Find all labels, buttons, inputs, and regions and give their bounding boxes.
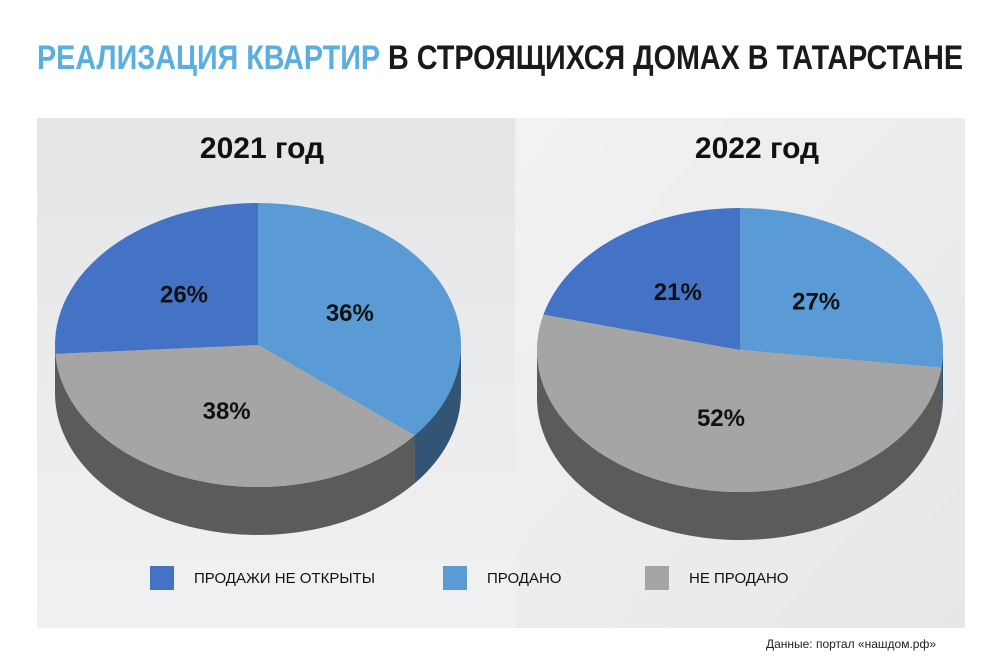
value-label: 21% — [654, 279, 702, 306]
pie-title: 2022 год — [695, 132, 819, 165]
pie-side — [537, 350, 942, 541]
legend-swatch — [645, 566, 669, 590]
pie-side — [55, 353, 415, 536]
legend-swatch — [150, 566, 174, 590]
value-label: 27% — [792, 288, 840, 315]
pie-slice — [543, 208, 740, 350]
legend-swatch — [443, 566, 467, 590]
legend-label: ПРОДАНО — [487, 570, 561, 587]
title-rest: В СТРОЯЩИХСЯ ДОМАХ В ТАТАРСТАНЕ — [388, 39, 963, 77]
value-label: 26% — [160, 282, 208, 309]
value-label: 36% — [326, 300, 374, 327]
page-title: РЕАЛИЗАЦИЯ КВАРТИР В СТРОЯЩИХСЯ ДОМАХ В … — [37, 39, 963, 77]
pie-slice — [55, 203, 258, 354]
pie-title: 2021 год — [200, 132, 324, 165]
pie-slice — [740, 208, 944, 368]
pie-side — [941, 350, 943, 416]
pie-side — [414, 345, 461, 484]
legend-label: НЕ ПРОДАНО — [689, 570, 788, 587]
pie-slice — [258, 203, 461, 436]
pie-slice — [55, 345, 415, 488]
value-label: 38% — [203, 398, 251, 425]
pie-slice — [537, 314, 942, 492]
source: Данные: портал «нашдом.рф» — [766, 637, 936, 651]
value-label: 52% — [697, 405, 745, 432]
legend-label: ПРОДАЖИ НЕ ОТКРЫТЫ — [194, 570, 375, 587]
title-highlight: РЕАЛИЗАЦИЯ КВАРТИР — [37, 39, 380, 77]
